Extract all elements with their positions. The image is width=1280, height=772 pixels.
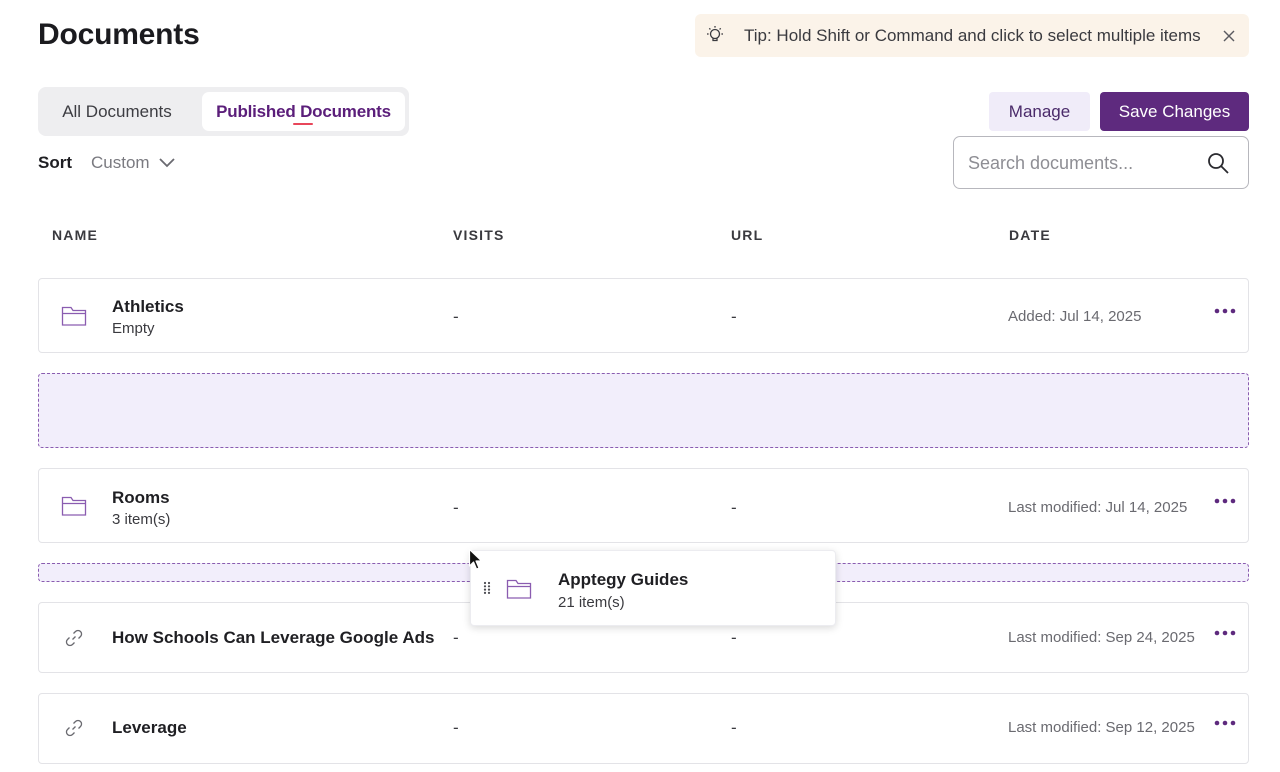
sort-value: Custom <box>91 153 150 172</box>
row-name: Athletics <box>112 297 184 316</box>
lightbulb-icon <box>707 26 723 42</box>
manage-button[interactable]: Manage <box>989 92 1090 131</box>
table-row[interactable]: Leverage - - Last modified: Sep 12, 2025 <box>38 693 1249 764</box>
more-horizontal-icon[interactable] <box>1213 305 1237 317</box>
row-url: - <box>731 628 737 647</box>
column-header-name[interactable]: NAME <box>52 227 99 243</box>
row-name: Leverage <box>112 718 187 737</box>
more-horizontal-icon[interactable] <box>1213 627 1237 639</box>
search-icon[interactable] <box>1206 151 1230 175</box>
row-date: Last modified: Jul 14, 2025 <box>1008 499 1188 516</box>
sort-dropdown[interactable]: Custom <box>91 151 176 175</box>
drop-placeholder <box>38 373 1249 448</box>
dragged-item[interactable]: Apptegy Guides 21 item(s) <box>470 550 836 626</box>
folder-icon <box>506 579 532 599</box>
column-header-url[interactable]: URL <box>731 227 764 243</box>
drag-handle-icon[interactable] <box>483 581 491 595</box>
row-date: Last modified: Sep 24, 2025 <box>1008 629 1195 646</box>
cursor-arrow-icon <box>468 548 483 570</box>
column-header-visits[interactable]: VISITS <box>453 227 505 243</box>
tab-published-documents[interactable]: Published Documents <box>202 92 405 131</box>
more-horizontal-icon[interactable] <box>1213 717 1237 729</box>
row-visits: - <box>453 628 459 647</box>
row-date: Last modified: Sep 12, 2025 <box>1008 719 1195 736</box>
tab-all-documents[interactable]: All Documents <box>62 101 172 121</box>
tab-published-label: Published Documents <box>216 101 391 121</box>
tip-banner: Tip: Hold Shift or Command and click to … <box>695 14 1249 57</box>
link-icon <box>65 629 83 647</box>
folder-icon <box>61 496 87 516</box>
sort-label: Sort <box>38 153 72 172</box>
folder-icon <box>61 306 87 326</box>
row-subtitle: Empty <box>112 320 155 337</box>
row-subtitle: 3 item(s) <box>112 511 171 528</box>
more-horizontal-icon[interactable] <box>1213 495 1237 507</box>
tip-text: Tip: Hold Shift or Command and click to … <box>744 26 1201 45</box>
document-tabs: All Documents Published Documents <box>38 87 409 136</box>
column-header-date[interactable]: DATE <box>1009 227 1051 243</box>
search-input[interactable] <box>968 149 1198 177</box>
row-url: - <box>731 307 737 326</box>
table-row[interactable]: Rooms 3 item(s) - - Last modified: Jul 1… <box>38 468 1249 543</box>
row-name: Rooms <box>112 488 170 507</box>
chevron-down-icon <box>158 158 175 168</box>
row-name: How Schools Can Leverage Google Ads <box>112 628 435 647</box>
row-visits: - <box>453 307 459 326</box>
row-visits: - <box>453 718 459 737</box>
search-box <box>953 136 1249 189</box>
table-row[interactable]: Athletics Empty - - Added: Jul 14, 2025 <box>38 278 1249 353</box>
dragged-item-name: Apptegy Guides <box>558 570 689 589</box>
dragged-item-subtitle: 21 item(s) <box>558 594 625 611</box>
active-tab-indicator <box>293 123 313 125</box>
row-date: Added: Jul 14, 2025 <box>1008 308 1142 325</box>
page-title: Documents <box>38 18 200 51</box>
row-visits: - <box>453 498 459 517</box>
row-url: - <box>731 718 737 737</box>
link-icon <box>65 719 83 737</box>
close-icon[interactable] <box>1221 28 1237 44</box>
row-url: - <box>731 498 737 517</box>
save-changes-button[interactable]: Save Changes <box>1100 92 1249 131</box>
